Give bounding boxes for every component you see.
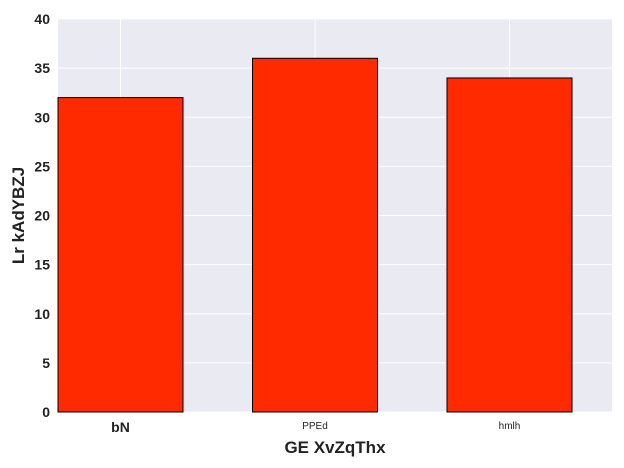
y-tick-label: 35 [34, 60, 50, 76]
y-tick-label: 20 [34, 208, 50, 224]
x-tick-label: bN [111, 419, 130, 435]
bar-bN [57, 97, 184, 413]
y-tick-label: 40 [34, 11, 50, 27]
bar-hmlh [446, 77, 573, 413]
x-tick-labels: bN PPEd hmlh [111, 419, 520, 435]
y-tick-label: 30 [34, 109, 50, 125]
bars [57, 57, 573, 413]
y-tick-label: 5 [42, 355, 50, 371]
bar-PPEd [252, 57, 378, 413]
y-tick-label: 10 [34, 306, 50, 322]
x-tick-label: PPEd [302, 421, 328, 432]
x-tick-label: hmlh [499, 421, 521, 432]
y-axis-label: Lr kAdYBZJ [9, 167, 28, 264]
y-tick-label: 0 [42, 404, 50, 420]
y-tick-labels: 0 5 10 15 20 25 30 35 40 [34, 11, 50, 420]
x-axis-label: GE XvZqThx [284, 438, 386, 457]
y-tick-label: 15 [34, 257, 50, 273]
y-tick-label: 25 [34, 158, 50, 174]
